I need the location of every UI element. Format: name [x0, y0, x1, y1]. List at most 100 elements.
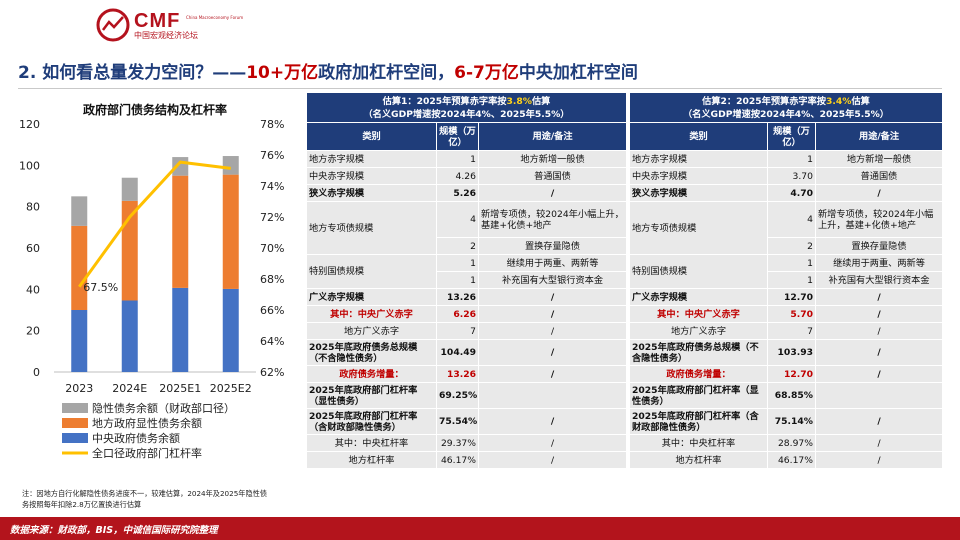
table-row: 特别国债规模 1 继续用于两重、两新等 — [306, 254, 628, 289]
table-row: 特别国债规模 1 继续用于两重、两新等 — [629, 254, 944, 289]
y-tick-label: 20 — [26, 325, 40, 338]
row-value: 12.70 — [767, 365, 816, 383]
x-tick-label: 2024E — [112, 382, 147, 395]
y-tick-label: 0 — [33, 366, 40, 379]
debt-structure-chart: 政府部门债务结构及杠杆率 0 20 40 60 80 100 120 62% 64% 66% 68% 7… — [19, 102, 284, 460]
row-note: 地方新增一般债 — [814, 150, 944, 168]
legend-label: 全口径政府部门杠杆率 — [92, 446, 202, 460]
table-row: 地方赤字规模 1 地方新增一般债 — [629, 150, 944, 168]
logo-english: China Macroeconomy Forum — [186, 15, 244, 20]
data-source: 数据来源：财政部，BIS，中诚信国际研究院整理 — [10, 525, 218, 536]
y2-tick-label: 68% — [260, 273, 284, 286]
bar-segment — [71, 225, 88, 310]
table-row: 地方广义赤字 7/ — [629, 322, 944, 340]
row-value: 75.54% — [436, 408, 479, 435]
row-category: 2025年底政府部门杠杆率（显性债务） — [306, 382, 437, 409]
legend-label: 地方政府显性债务余额 — [92, 416, 202, 430]
table1-col-category: 类别 — [306, 122, 437, 151]
row-value: 13.26 — [436, 288, 479, 306]
row-category: 地方专项债规模 — [306, 201, 437, 255]
table-row: 2 置换存量隐债 — [307, 237, 628, 255]
row-note: 置换存量隐债 — [477, 237, 628, 255]
y-tick-label: 40 — [26, 283, 40, 296]
row-category: 中央赤字规模 — [629, 167, 768, 185]
row-value: 1 — [767, 271, 816, 289]
row-value: 2 — [767, 237, 816, 255]
logo-subtitle: 中国宏观经济论坛 — [134, 31, 198, 40]
y2-tick-label: 70% — [260, 242, 284, 255]
legend-swatch — [62, 418, 88, 428]
row-note: / — [477, 184, 628, 202]
y-tick-label: 80 — [26, 201, 40, 214]
table-row: 地方杠杆率 46.17% / — [629, 451, 944, 469]
row-note: / — [814, 322, 944, 340]
cmf-logo-icon — [96, 8, 130, 42]
table-row: 1 补充国有大型银行资本金 — [307, 271, 628, 289]
row-category: 狭义赤字规模 — [306, 184, 437, 202]
bar-segment — [172, 287, 189, 372]
row-note: 补充国有大型银行资本金 — [814, 271, 944, 289]
y-tick-label: 120 — [19, 118, 40, 131]
row-category: 地方赤字规模 — [306, 150, 437, 168]
row-value: 104.49 — [436, 339, 479, 366]
y2-tick-label: 66% — [260, 304, 284, 317]
row-category: 地方杠杆率 — [306, 451, 437, 469]
y2-tick-label: 74% — [260, 180, 284, 193]
bar-segment — [121, 200, 138, 301]
legend-label: 中央政府债务余额 — [92, 431, 180, 445]
row-value: 75.14% — [767, 408, 816, 435]
row-note — [814, 382, 944, 409]
row-note: / — [814, 408, 944, 435]
row-note: / — [477, 365, 628, 383]
title-highlight-1: 10+万亿 — [246, 63, 319, 83]
table-row: 地方专项债规模 4 新增专项债，较2024年小幅上升，基建+化债+地产 — [306, 201, 628, 255]
row-note: / — [814, 305, 944, 323]
table-row: 地方广义赤字 7/ — [306, 322, 628, 340]
row-value: 69.25% — [436, 382, 479, 409]
row-category: 特别国债规模 — [629, 254, 768, 289]
table1-head-rate: 3.8% — [506, 95, 532, 107]
table2-col-scale: 规模（万亿） — [767, 122, 816, 151]
bar-segment — [71, 310, 88, 372]
row-note: / — [477, 339, 628, 366]
row-value: 1 — [767, 254, 816, 272]
table-row: 2025年底政府债务总规模（不含隐性债务） 103.93/ — [629, 339, 944, 366]
row-note: / — [814, 184, 944, 202]
title-mid: 政府加杠杆空间， — [318, 63, 455, 83]
row-value: 4.26 — [436, 167, 479, 185]
row-category: 2025年底政府部门杠杆率（含财政部隐性债务） — [629, 408, 768, 435]
row-value: 2 — [436, 237, 479, 255]
table-row: 其中：中央杠杆率 29.37% / — [306, 434, 628, 452]
row-value: 3.70 — [767, 167, 816, 185]
row-value: 1 — [436, 150, 479, 168]
row-category: 2025年底政府债务总规模（不含隐性债务） — [629, 339, 768, 366]
row-note: / — [477, 322, 628, 340]
logo-text: CMF — [134, 10, 181, 32]
title-divider — [18, 88, 942, 89]
chart-title: 政府部门债务结构及杠杆率 — [83, 102, 227, 117]
row-category: 其中：中央广义赤字 — [306, 305, 437, 323]
row-note: 新增专项债，较2024年小幅上升，基建+化债+地产 — [814, 201, 944, 238]
bar-segment — [172, 175, 189, 288]
row-category: 政府债务增量： — [629, 365, 768, 383]
row-value: 68.85% — [767, 382, 816, 409]
row-category: 2025年底政府部门杠杆率（含财政部隐性债务） — [306, 408, 437, 435]
row-note: / — [477, 288, 628, 306]
table-row: 政府债务增量： 12.70/ — [629, 365, 944, 383]
leverage-line — [78, 160, 231, 288]
row-category: 狭义赤字规模 — [629, 184, 768, 202]
row-note: 继续用于两重、两新等 — [814, 254, 944, 272]
row-note: / — [477, 451, 628, 469]
bar-segment — [121, 177, 138, 201]
row-value: 4 — [436, 201, 479, 238]
legend-label: 隐性债务余额（财政部口径） — [92, 401, 235, 415]
table-row: 2 置换存量隐债 — [630, 237, 944, 255]
table-row: 2025年底政府部门杠杆率（显性债务） 69.25% — [306, 382, 628, 409]
table1-col-scale: 规模（万亿） — [436, 122, 479, 151]
row-note: 新增专项债，较2024年小幅上升，基建+化债+地产 — [477, 201, 628, 238]
x-tick-label: 2025E1 — [159, 382, 201, 395]
estimate-table-2: 估算2：2025年预算赤字率按3.4%估算 （名义GDP增速按2024年4%、2… — [628, 92, 944, 469]
table-row: 2025年底政府部门杠杆率（显性债务） 68.85% — [629, 382, 944, 409]
row-note: 普通国债 — [477, 167, 628, 185]
row-value: 103.93 — [767, 339, 816, 366]
